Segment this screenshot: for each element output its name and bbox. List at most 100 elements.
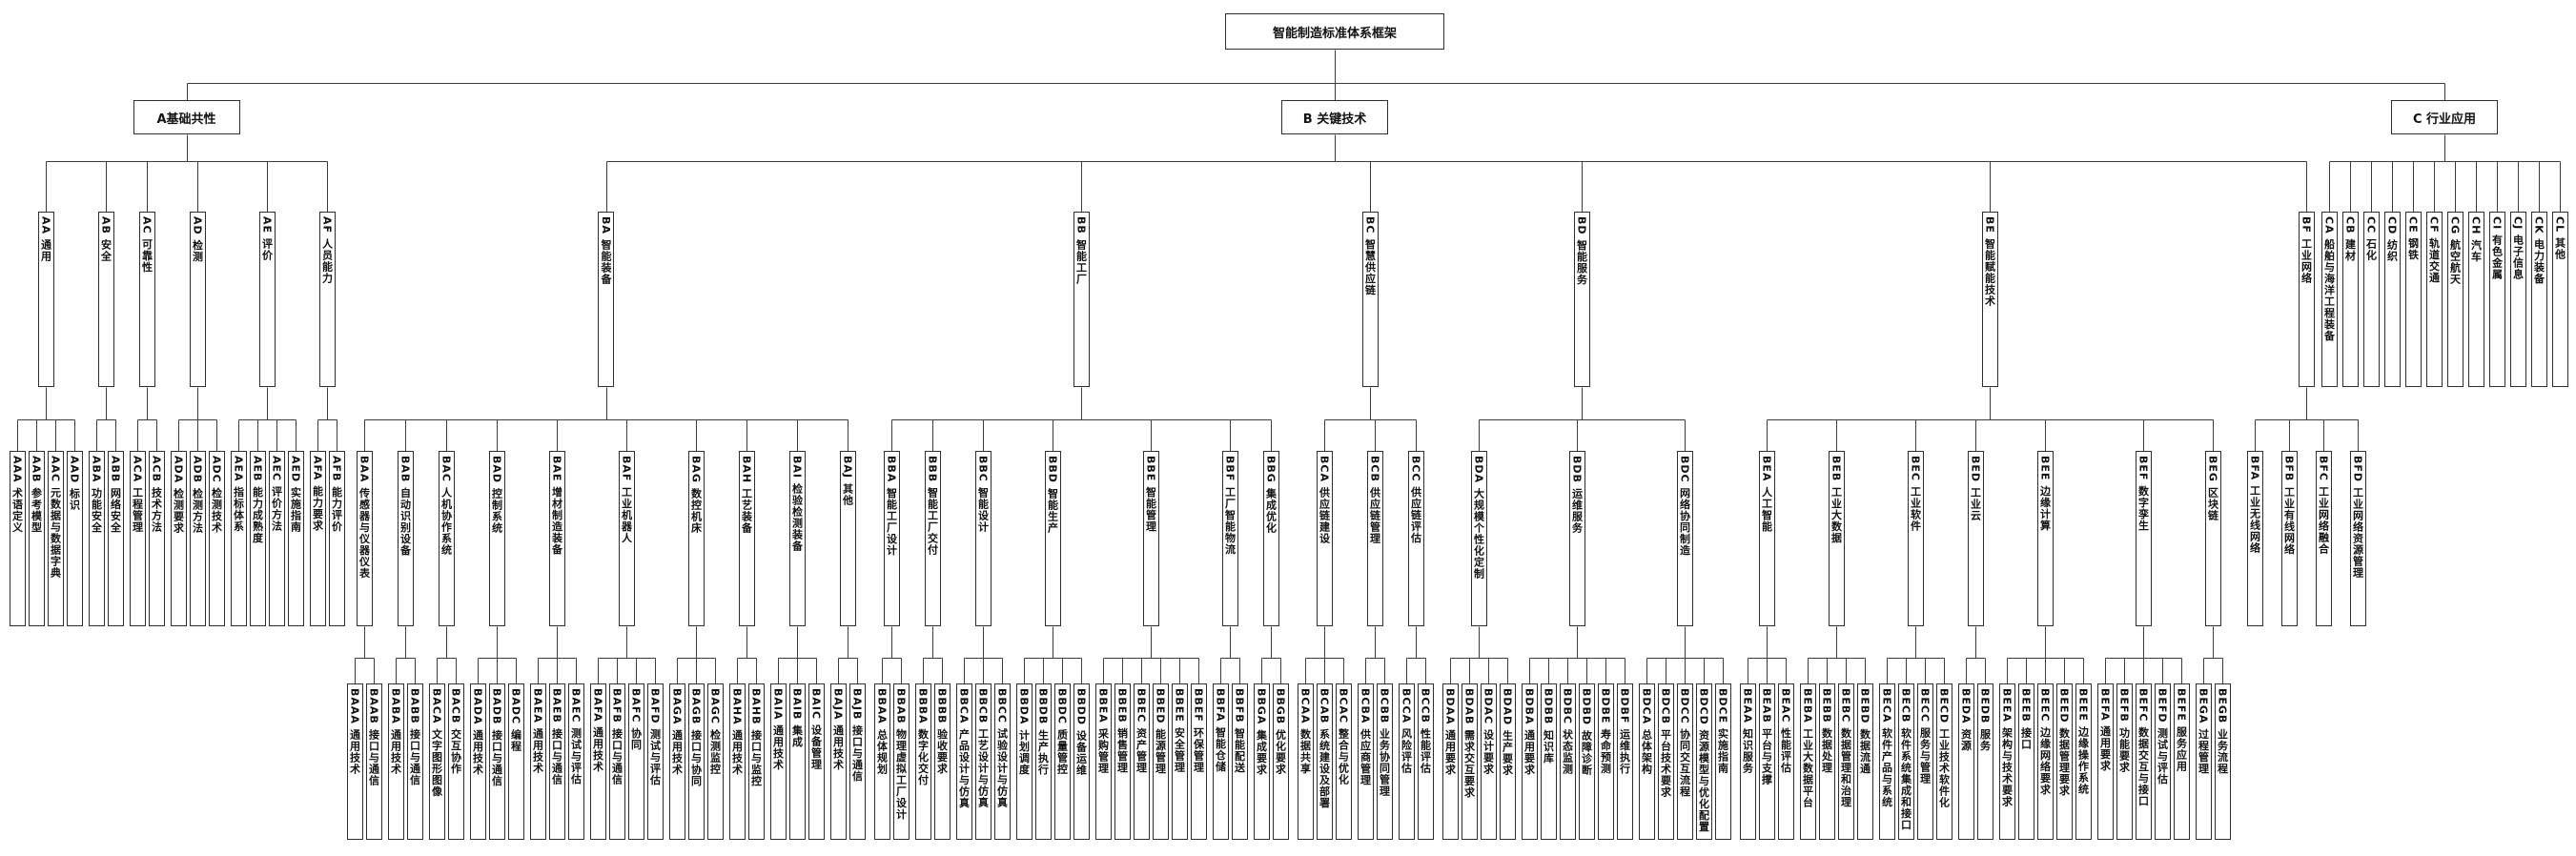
- node-BABB: BABB 接口与通信: [406, 683, 423, 840]
- node-CL: CL 其他: [2551, 212, 2568, 387]
- node-BEEE: BEEE 边缘操作系统: [2075, 683, 2092, 840]
- node-CE: CE 钢铁: [2404, 212, 2422, 387]
- node-BEFD: BEFD 测试与评估: [2154, 683, 2171, 840]
- node-BAJB: BAJB 接口与通信: [848, 683, 866, 840]
- node-AEB: AEB 能力成熟度: [249, 451, 266, 626]
- node-BACA: BACA 文字图形图像: [428, 683, 445, 840]
- node-BAJA: BAJA 通用技术: [829, 683, 847, 840]
- node-BAF: BAF 工业机器人: [618, 451, 635, 626]
- node-BCBA: BCBA 供应商管理: [1357, 683, 1374, 840]
- node-BEFA: BEFA 通用要求: [2096, 683, 2114, 840]
- node-BFC: BFC 工业网络融合: [2315, 451, 2332, 626]
- node-BAFA: BAFA 通用技术: [589, 683, 606, 840]
- node-BBG: BBG 集成优化: [1262, 451, 1279, 626]
- node-BE: BE 智能赋能技术: [1981, 212, 1998, 387]
- node-BEFC: BEFC 数据交互与接口: [2135, 683, 2152, 840]
- node-BEDA: BEDA 资源: [1957, 683, 1974, 840]
- node-BBC: BBC 智能设计: [974, 451, 992, 626]
- node-BEFB: BEFB 功能要求: [2116, 683, 2133, 840]
- node-root: 智能制造标准体系框架: [1225, 13, 1444, 50]
- node-BEBD: BEBD 数据流通: [1856, 683, 1873, 840]
- node-BEAA: BEAA 知识服务: [1739, 683, 1756, 840]
- node-ACA: ACA 工程管理: [129, 451, 146, 626]
- node-BFB: BFB 工业有线网络: [2280, 451, 2298, 626]
- node-CC: CC 石化: [2362, 212, 2380, 387]
- node-BBD: BBD 智能生产: [1044, 451, 1061, 626]
- node-BAGC: BAGC 检测监控: [706, 683, 724, 840]
- node-AEC: AEC 评价方法: [268, 451, 285, 626]
- node-BDC: BDC 网络协同制造: [1676, 451, 1693, 626]
- node-BAG: BAG 数控机床: [687, 451, 705, 626]
- node-BCC: BCC 供应链评估: [1407, 451, 1424, 626]
- node-B: B 关键技术: [1281, 100, 1388, 134]
- node-BEE: BEE 边缘计算: [2036, 451, 2054, 626]
- node-BEC: BEC 工业软件: [1907, 451, 1924, 626]
- node-BBFA: BBFA 智能仓储: [1212, 683, 1229, 840]
- node-BBCC: BBCC 试验设计与仿真: [993, 683, 1011, 840]
- node-BBGA: BBGA 集成要求: [1253, 683, 1270, 840]
- node-ADB: ADB 检测方法: [189, 451, 206, 626]
- node-BCAC: BCAC 整合与优化: [1335, 683, 1352, 840]
- node-BEBB: BEBB 数据处理: [1818, 683, 1835, 840]
- node-BAA: BAA 传感器与仪器仪表: [356, 451, 373, 626]
- node-BBDD: BBDD 设备运维: [1073, 683, 1090, 840]
- node-CH: CH 汽车: [2467, 212, 2484, 387]
- connector-path: [17, 50, 2561, 684]
- node-BEEA: BEEA 架构与技术要求: [1998, 683, 2015, 840]
- node-BCCA: BCCA 风险评估: [1398, 683, 1415, 840]
- node-BDBD: BDBD 故障诊断: [1578, 683, 1595, 840]
- node-A: A基础共性: [133, 100, 240, 134]
- node-BEFE: BEFE 服务应用: [2173, 683, 2190, 840]
- node-BDBE: BDBE 寿命预测: [1597, 683, 1614, 840]
- node-BAAB: BAAB 接口与通信: [365, 683, 382, 840]
- node-BAI: BAI 检验检测装备: [788, 451, 806, 626]
- node-BEB: BEB 工业大数据: [1828, 451, 1845, 626]
- node-BABA: BABA 通用技术: [387, 683, 404, 840]
- node-BBEF: BBEF 环保管理: [1190, 683, 1207, 840]
- node-BEAC: BEAC 性能评估: [1777, 683, 1794, 840]
- node-BBF: BBF 工厂智能物流: [1221, 451, 1238, 626]
- node-BBED: BBED 能源管理: [1152, 683, 1169, 840]
- node-BDCB: BDCB 平台技术要求: [1657, 683, 1674, 840]
- node-ABA: ABA 功能安全: [88, 451, 105, 626]
- node-BBAB: BBAB 物理虚拟工厂设计: [892, 683, 910, 840]
- node-BECA: BECA 软件产品与系统: [1878, 683, 1895, 840]
- node-BCAB: BCAB 系统建设及部署: [1316, 683, 1333, 840]
- node-BADC: BADC 编程: [507, 683, 524, 840]
- node-BAE: BAE 增材制造装备: [548, 451, 565, 626]
- node-ADA: ADA 检测要求: [170, 451, 187, 626]
- node-AA: AA 通用: [37, 212, 54, 387]
- node-BEAB: BEAB 平台与支撑: [1758, 683, 1775, 840]
- node-CG: CG 航空航天: [2446, 212, 2464, 387]
- node-BACB: BACB 交互协作: [447, 683, 464, 840]
- node-BEBA: BEBA 工业大数据平台: [1799, 683, 1816, 840]
- node-BDCE: BDCE 实施指南: [1714, 683, 1731, 840]
- node-BC: BC 智慧供应链: [1361, 212, 1379, 387]
- node-CI: CI 有色金属: [2488, 212, 2505, 387]
- node-BBBB: BBBB 验收要求: [933, 683, 951, 840]
- node-BAEB: BAEB 接口与通信: [548, 683, 565, 840]
- node-BBA: BBA 智能工厂设计: [883, 451, 900, 626]
- node-BDBB: BDBB 知识库: [1540, 683, 1557, 840]
- node-CA: CA 船舶与海洋工程装备: [2320, 212, 2338, 387]
- node-BAAA: BAAA 通用技术: [346, 683, 363, 840]
- node-BCA: BCA 供应链建设: [1316, 451, 1333, 626]
- node-BDB: BDB 运维服务: [1568, 451, 1585, 626]
- node-BBGB: BBGB 优化要求: [1272, 683, 1289, 840]
- node-BEEB: BEEB 接口: [2017, 683, 2034, 840]
- node-BBB: BBB 智能工厂交付: [924, 451, 941, 626]
- node-BAHA: BAHA 通用技术: [728, 683, 746, 840]
- node-BECB: BECB 软件系统集成和接口: [1897, 683, 1914, 840]
- node-BDAA: BDAA 通用要求: [1441, 683, 1459, 840]
- node-CK: CK 电力装备: [2530, 212, 2547, 387]
- node-BAFD: BAFD 测试与评估: [646, 683, 664, 840]
- node-AFA: AFA 能力要求: [309, 451, 326, 626]
- node-BEGA: BEGA 过程管理: [2195, 683, 2212, 840]
- node-BEBC: BEBC 数据管理和治理: [1837, 683, 1854, 840]
- node-BEF: BEF 数字孪生: [2135, 451, 2152, 626]
- node-AE: AE 评价: [258, 212, 276, 387]
- node-BAB: BAB 自动识别设备: [397, 451, 414, 626]
- node-BBCB: BBCB 工艺设计与仿真: [974, 683, 992, 840]
- node-AF: AF 人员能力: [318, 212, 336, 387]
